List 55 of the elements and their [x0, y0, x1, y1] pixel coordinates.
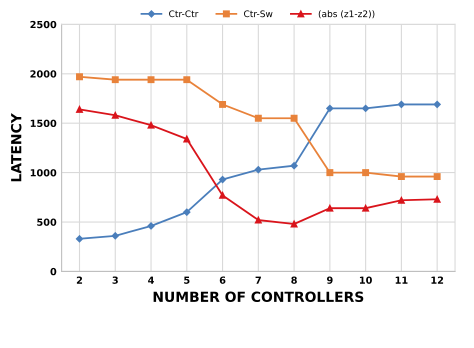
point: [398, 196, 405, 204]
point: [290, 114, 298, 122]
point: [362, 104, 370, 112]
point: [76, 235, 84, 242]
point: [148, 122, 155, 129]
legend-label: Ctr-Sw: [244, 10, 272, 18]
point: [254, 114, 262, 122]
point: [112, 112, 119, 119]
x-tick-label: 5: [184, 276, 190, 284]
point: [147, 222, 155, 230]
x-tick-label: 3: [112, 276, 118, 284]
x-tick-label: 10: [360, 276, 372, 284]
point: [183, 208, 190, 216]
point: [326, 169, 334, 176]
point: [362, 204, 370, 212]
legend-label: (abs (z1-z2)): [318, 10, 374, 18]
y-tick-label: 1000: [30, 169, 56, 176]
point: [398, 173, 405, 180]
point: [183, 76, 190, 84]
point: [290, 162, 298, 170]
point: [254, 166, 262, 174]
x-tick-label: 7: [256, 276, 261, 284]
point: [218, 176, 226, 184]
point: [76, 106, 83, 113]
x-tick-label: 9: [326, 276, 333, 284]
y-axis-title: LATENCY: [10, 113, 22, 182]
y-tick-label: 1500: [30, 120, 56, 128]
point: [112, 76, 119, 84]
x-tick-label: 4: [148, 276, 154, 284]
point: [148, 76, 155, 84]
point: [326, 104, 334, 112]
x-tick-label: 11: [396, 276, 408, 284]
y-tick-label: 500: [37, 218, 56, 226]
point: [76, 73, 83, 80]
point: [362, 169, 370, 176]
point: [434, 196, 441, 203]
point: [112, 232, 119, 240]
point: [254, 216, 262, 224]
x-tick-label: 6: [220, 276, 226, 284]
point: [290, 220, 298, 228]
point: [183, 136, 190, 142]
x-tick-label: 8: [291, 276, 297, 284]
y-tick-label: 0: [50, 268, 56, 276]
legend-label: Ctr-Ctr: [169, 10, 198, 18]
point: [398, 100, 406, 108]
point: [219, 100, 226, 108]
y-tick-label: 2500: [30, 20, 56, 28]
x-tick-label: 12: [431, 276, 444, 284]
point: [219, 192, 226, 199]
point: [434, 173, 441, 180]
point: [326, 204, 334, 212]
y-tick-label: 2000: [30, 70, 56, 78]
x-tick-label: 2: [76, 276, 82, 284]
x-axis-title: NUMBER OF CONTROLLERS: [154, 292, 364, 302]
point: [434, 100, 441, 108]
